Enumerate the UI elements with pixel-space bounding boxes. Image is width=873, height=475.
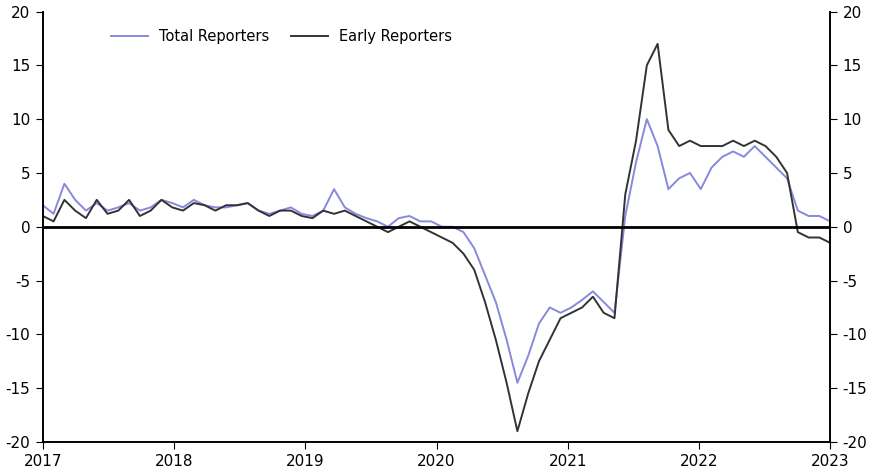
Early Reporters	[210, 208, 221, 213]
Early Reporters	[512, 428, 523, 434]
Line: Early Reporters: Early Reporters	[43, 44, 830, 431]
Early Reporters	[38, 213, 48, 219]
Total Reporters	[771, 165, 781, 171]
Early Reporters	[652, 41, 663, 47]
Early Reporters	[480, 299, 491, 305]
Total Reporters	[38, 202, 48, 208]
Total Reporters	[297, 211, 307, 217]
Early Reporters	[825, 240, 835, 246]
Total Reporters	[199, 202, 210, 208]
Early Reporters	[469, 267, 479, 273]
Total Reporters	[469, 246, 479, 251]
Total Reporters	[512, 380, 523, 386]
Early Reporters	[199, 202, 210, 208]
Legend: Total Reporters, Early Reporters: Total Reporters, Early Reporters	[106, 23, 458, 50]
Total Reporters	[642, 116, 652, 122]
Line: Total Reporters: Total Reporters	[43, 119, 830, 383]
Early Reporters	[771, 154, 781, 160]
Total Reporters	[210, 205, 221, 210]
Total Reporters	[825, 218, 835, 224]
Total Reporters	[480, 272, 491, 278]
Early Reporters	[297, 213, 307, 219]
